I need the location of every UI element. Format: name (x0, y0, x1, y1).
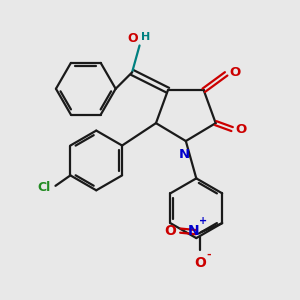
Text: N: N (179, 148, 190, 160)
Text: Cl: Cl (38, 182, 51, 194)
Text: O: O (194, 256, 206, 270)
Text: -: - (206, 250, 211, 260)
Text: O: O (128, 32, 138, 46)
Text: O: O (229, 66, 240, 79)
Text: N: N (188, 224, 200, 238)
Text: O: O (164, 224, 176, 238)
Text: O: O (235, 123, 246, 136)
Text: H: H (141, 32, 150, 42)
Text: +: + (199, 215, 207, 226)
